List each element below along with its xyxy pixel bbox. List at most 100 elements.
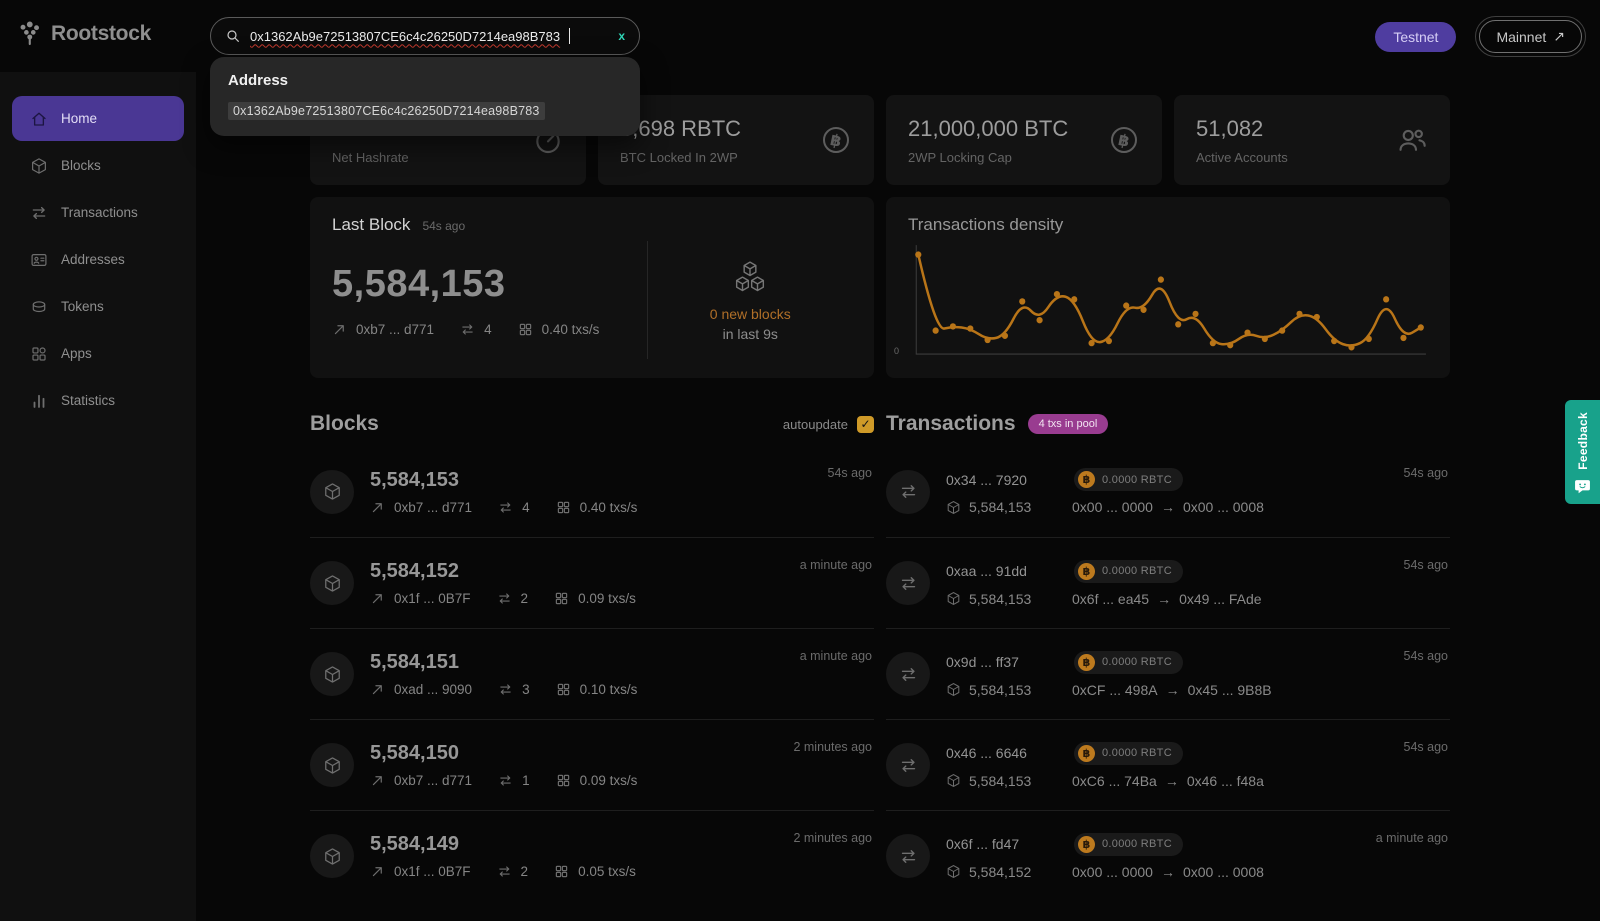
y-axis-zero-label: 0 — [894, 346, 900, 356]
sidebar-item[interactable]: Transactions — [12, 190, 184, 235]
miner-pickaxe-icon — [332, 322, 347, 337]
stat-card: 3,698 RBTC BTC Locked In 2WP — [598, 95, 874, 185]
transaction-block-number[interactable]: 5,584,153 — [969, 772, 1032, 789]
sidebar-item[interactable]: Apps — [12, 331, 184, 376]
search-result-address[interactable]: 0x1362Ab9e72513807CE6c4c26250D7214ea98B7… — [228, 102, 545, 120]
sidebar-item[interactable]: Home — [12, 96, 184, 141]
last-block-number[interactable]: 5,584,153 — [332, 263, 506, 305]
transaction-hash-link[interactable]: 0x34 ... 7920 — [946, 471, 1027, 488]
testnet-button[interactable]: Testnet — [1375, 21, 1457, 52]
block-number-link[interactable]: 5,584,150 — [370, 742, 459, 764]
middle-row: Last Block 54s ago 5,584,153 0xb7 ... d7… — [310, 197, 1450, 378]
feedback-label: Feedback — [1575, 412, 1590, 470]
transaction-amount: 0.0000 RBTC — [1102, 747, 1172, 759]
last-block-tx-count: 4 — [484, 322, 492, 337]
txs-in-pool-badge[interactable]: 4 txs in pool — [1027, 414, 1109, 434]
clear-search-button[interactable]: x — [618, 29, 625, 43]
transaction-to-address[interactable]: 0x46 ... f48a — [1186, 772, 1264, 789]
sidebar-item[interactable]: Statistics — [12, 378, 184, 423]
block-tx-count: 2 — [520, 591, 529, 606]
transaction-block-number[interactable]: 5,584,152 — [969, 863, 1032, 880]
transactions-swap-icon — [497, 864, 512, 879]
arrow-right-icon: → — [1160, 863, 1175, 880]
block-miner-address[interactable]: 0xb7 ... d771 — [394, 773, 473, 788]
transaction-block-number[interactable]: 5,584,153 — [969, 499, 1032, 515]
mainnet-button[interactable]: Mainnet ↗ — [1475, 16, 1586, 57]
brand-name: Rootstock — [51, 22, 151, 45]
transaction-swap-icon — [886, 834, 930, 878]
transaction-hash-link[interactable]: 0xaa ... 91dd — [946, 563, 1027, 579]
block-miner-address[interactable]: 0x1f ... 0B7F — [394, 591, 471, 606]
transaction-amount: 0.0000 RBTC — [1102, 656, 1172, 668]
search-results-dropdown: Address 0x1362Ab9e72513807CE6c4c26250D72… — [210, 57, 640, 136]
transaction-block-number[interactable]: 5,584,153 — [969, 590, 1032, 607]
block-number-link[interactable]: 5,584,151 — [370, 651, 459, 673]
block-timestamp: 2 minutes ago — [793, 831, 872, 845]
transaction-to-address[interactable]: 0x00 ... 0008 — [1182, 863, 1264, 880]
feedback-chat-icon — [1574, 478, 1591, 495]
cube-icon — [30, 157, 48, 175]
feedback-button[interactable]: Feedback — [1565, 400, 1600, 504]
transaction-row[interactable]: 0x46 ... 6646 ฿ 0.0000 RBTC 5,584,153 0x… — [886, 719, 1450, 810]
transaction-swap-icon — [886, 561, 930, 605]
transaction-row[interactable]: 0xaa ... 91dd ฿ 0.0000 RBTC 5,584,153 0x… — [886, 537, 1450, 628]
transaction-from-address[interactable]: 0x00 ... 0000 — [1072, 863, 1153, 880]
people-icon — [1396, 124, 1428, 156]
autoupdate-label: autoupdate — [782, 416, 848, 432]
autoupdate-toggle[interactable]: autoupdate ✓ — [782, 415, 874, 433]
block-row[interactable]: 5,584,151 0xad ... 9090 3 0.10 txs/s a m… — [310, 628, 874, 719]
block-miner-address[interactable]: 0x1f ... 0B7F — [394, 864, 471, 879]
block-tx-count: 4 — [522, 499, 530, 515]
transaction-amount-pill: ฿ 0.0000 RBTC — [1074, 468, 1183, 491]
arrow-right-icon: → — [1164, 772, 1179, 789]
block-miner-address[interactable]: 0xad ... 9090 — [394, 682, 473, 697]
block-miner-address[interactable]: 0xb7 ... d771 — [394, 499, 473, 515]
brand-logo[interactable]: Rootstock — [16, 20, 151, 48]
transaction-from-address[interactable]: 0xC6 ... 74Ba — [1072, 772, 1157, 789]
block-row[interactable]: 5,584,149 0x1f ... 0B7F 2 0.05 txs/s 2 m… — [310, 810, 874, 901]
block-tx-rate: 0.05 txs/s — [578, 864, 636, 879]
apps-icon — [30, 345, 48, 363]
transaction-block-number[interactable]: 5,584,153 — [969, 681, 1032, 698]
transaction-hash-link[interactable]: 0x6f ... fd47 — [946, 836, 1020, 852]
density-grid-icon — [554, 864, 569, 879]
transaction-timestamp: 54s ago — [1403, 740, 1448, 754]
transaction-amount-pill: ฿ 0.0000 RBTC — [1074, 559, 1183, 583]
top-bar: Rootstock 0x1362Ab9e72513807CE6c4c26250D… — [0, 0, 1600, 72]
sidebar-item[interactable]: Blocks — [12, 143, 184, 188]
block-cube-icon — [310, 834, 354, 878]
block-number-link[interactable]: 5,584,152 — [370, 560, 459, 582]
transaction-to-address[interactable]: 0x00 ... 0008 — [1182, 499, 1264, 515]
transaction-to-address[interactable]: 0x49 ... FAde — [1179, 590, 1262, 607]
last-block-miner[interactable]: 0xb7 ... d771 — [356, 322, 435, 337]
transaction-from-address[interactable]: 0x00 ... 0000 — [1072, 499, 1153, 515]
transaction-row[interactable]: 0x9d ... ff37 ฿ 0.0000 RBTC 5,584,153 0x… — [886, 628, 1450, 719]
autoupdate-checkbox[interactable]: ✓ — [857, 415, 874, 433]
block-cube-icon — [946, 591, 961, 606]
transaction-hash-link[interactable]: 0x9d ... ff37 — [946, 654, 1019, 670]
transaction-swap-icon — [886, 743, 930, 787]
sidebar-item[interactable]: Addresses — [12, 237, 184, 282]
block-row[interactable]: 5,584,150 0xb7 ... d771 1 0.09 txs/s 2 m… — [310, 719, 874, 810]
block-number-link[interactable]: 5,584,153 — [370, 468, 459, 491]
swap-icon — [30, 204, 48, 222]
transaction-to-address[interactable]: 0x45 ... 9B8B — [1187, 681, 1272, 698]
block-tx-count: 2 — [520, 864, 529, 879]
last-block-title: Last Block — [332, 215, 411, 234]
search-input[interactable]: 0x1362Ab9e72513807CE6c4c26250D7214ea98B7… — [210, 17, 640, 55]
transactions-list: 0x34 ... 7920 ฿ 0.0000 RBTC 5,584,153 0x… — [886, 446, 1450, 901]
block-number-link[interactable]: 5,584,149 — [370, 833, 459, 855]
block-timestamp: 54s ago — [827, 466, 872, 480]
transaction-swap-icon — [886, 652, 930, 696]
transaction-from-address[interactable]: 0xCF ... 498A — [1072, 681, 1158, 698]
transaction-row[interactable]: 0x6f ... fd47 ฿ 0.0000 RBTC 5,584,152 0x… — [886, 810, 1450, 901]
block-row[interactable]: 5,584,152 0x1f ... 0B7F 2 0.09 txs/s a m… — [310, 537, 874, 628]
block-row[interactable]: 5,584,153 0xb7 ... d771 4 0.40 txs/s 54s… — [310, 446, 874, 537]
sidebar-item[interactable]: Tokens — [12, 284, 184, 329]
transaction-row[interactable]: 0x34 ... 7920 ฿ 0.0000 RBTC 5,584,153 0x… — [886, 446, 1450, 537]
miner-pickaxe-icon — [370, 682, 385, 697]
transaction-hash-link[interactable]: 0x46 ... 6646 — [946, 745, 1027, 761]
block-timestamp: 2 minutes ago — [793, 740, 872, 754]
transaction-from-address[interactable]: 0x6f ... ea45 — [1072, 590, 1150, 607]
